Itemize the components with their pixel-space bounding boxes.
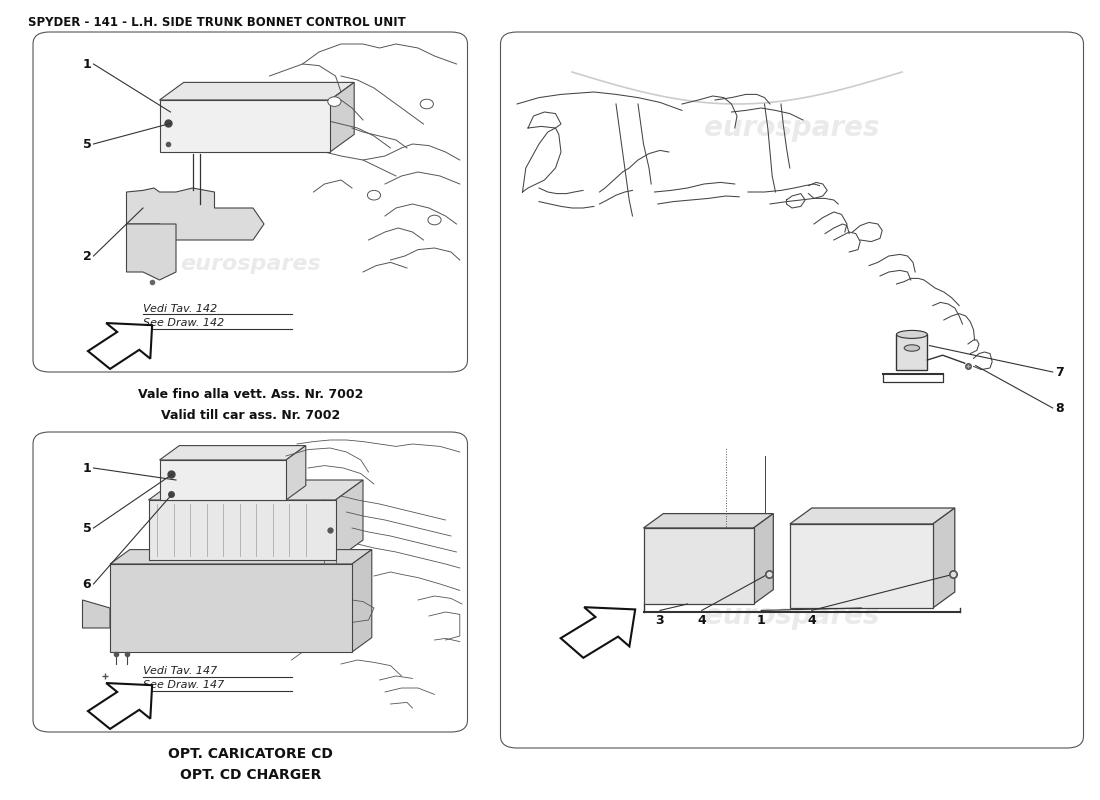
Bar bbox=[110, 564, 352, 652]
Circle shape bbox=[420, 99, 433, 109]
Polygon shape bbox=[933, 508, 955, 608]
Bar bbox=[148, 500, 336, 560]
Polygon shape bbox=[148, 480, 363, 500]
Text: 5: 5 bbox=[82, 138, 91, 150]
Text: See Draw. 142: See Draw. 142 bbox=[143, 318, 224, 328]
Text: 2: 2 bbox=[82, 250, 91, 262]
Circle shape bbox=[367, 190, 381, 200]
Circle shape bbox=[328, 97, 341, 106]
Text: Valid till car ass. Nr. 7002: Valid till car ass. Nr. 7002 bbox=[162, 409, 340, 422]
Text: 1: 1 bbox=[82, 58, 91, 70]
Polygon shape bbox=[790, 508, 955, 524]
Polygon shape bbox=[160, 82, 354, 100]
Polygon shape bbox=[352, 550, 372, 652]
Text: eurospares: eurospares bbox=[180, 254, 321, 274]
Text: 8: 8 bbox=[1055, 402, 1064, 414]
Text: OPT. CARICATORE CD: OPT. CARICATORE CD bbox=[168, 747, 333, 762]
Polygon shape bbox=[644, 514, 773, 528]
Text: 4: 4 bbox=[807, 614, 816, 626]
Polygon shape bbox=[126, 224, 176, 280]
Polygon shape bbox=[286, 446, 306, 500]
Polygon shape bbox=[336, 480, 363, 560]
Bar bbox=[160, 100, 330, 152]
Bar bbox=[644, 528, 754, 604]
Polygon shape bbox=[561, 607, 635, 658]
Polygon shape bbox=[88, 683, 152, 729]
Polygon shape bbox=[110, 550, 372, 564]
Bar bbox=[790, 524, 933, 608]
Polygon shape bbox=[726, 543, 754, 589]
Text: 5: 5 bbox=[82, 522, 91, 534]
Polygon shape bbox=[126, 188, 264, 240]
Polygon shape bbox=[88, 323, 152, 369]
Text: SPYDER - 141 - L.H. SIDE TRUNK BONNET CONTROL UNIT: SPYDER - 141 - L.H. SIDE TRUNK BONNET CO… bbox=[28, 16, 405, 29]
Text: Vedi Tav. 147: Vedi Tav. 147 bbox=[143, 666, 218, 676]
Ellipse shape bbox=[896, 330, 927, 338]
Text: eurospares: eurospares bbox=[180, 594, 321, 614]
Ellipse shape bbox=[904, 345, 920, 351]
Polygon shape bbox=[82, 600, 110, 628]
Polygon shape bbox=[160, 446, 306, 460]
Polygon shape bbox=[754, 514, 773, 604]
Text: OPT. CD CHARGER: OPT. CD CHARGER bbox=[180, 768, 321, 782]
Text: Vedi Tav. 142: Vedi Tav. 142 bbox=[143, 304, 218, 314]
Text: 3: 3 bbox=[656, 614, 664, 626]
Polygon shape bbox=[330, 82, 354, 152]
Text: eurospares: eurospares bbox=[704, 114, 880, 142]
Circle shape bbox=[428, 215, 441, 225]
Text: eurospares: eurospares bbox=[842, 563, 881, 569]
Text: 6: 6 bbox=[82, 578, 91, 590]
Text: Vale fino alla vett. Ass. Nr. 7002: Vale fino alla vett. Ass. Nr. 7002 bbox=[139, 388, 363, 401]
Text: 1: 1 bbox=[757, 614, 766, 626]
Text: eurospares: eurospares bbox=[704, 602, 880, 630]
Text: See Draw. 147: See Draw. 147 bbox=[143, 680, 224, 690]
Text: 7: 7 bbox=[1055, 366, 1064, 378]
Bar bbox=[160, 460, 286, 500]
Text: 4: 4 bbox=[697, 614, 706, 626]
Bar bbox=[896, 334, 927, 370]
Text: 1: 1 bbox=[82, 462, 91, 474]
